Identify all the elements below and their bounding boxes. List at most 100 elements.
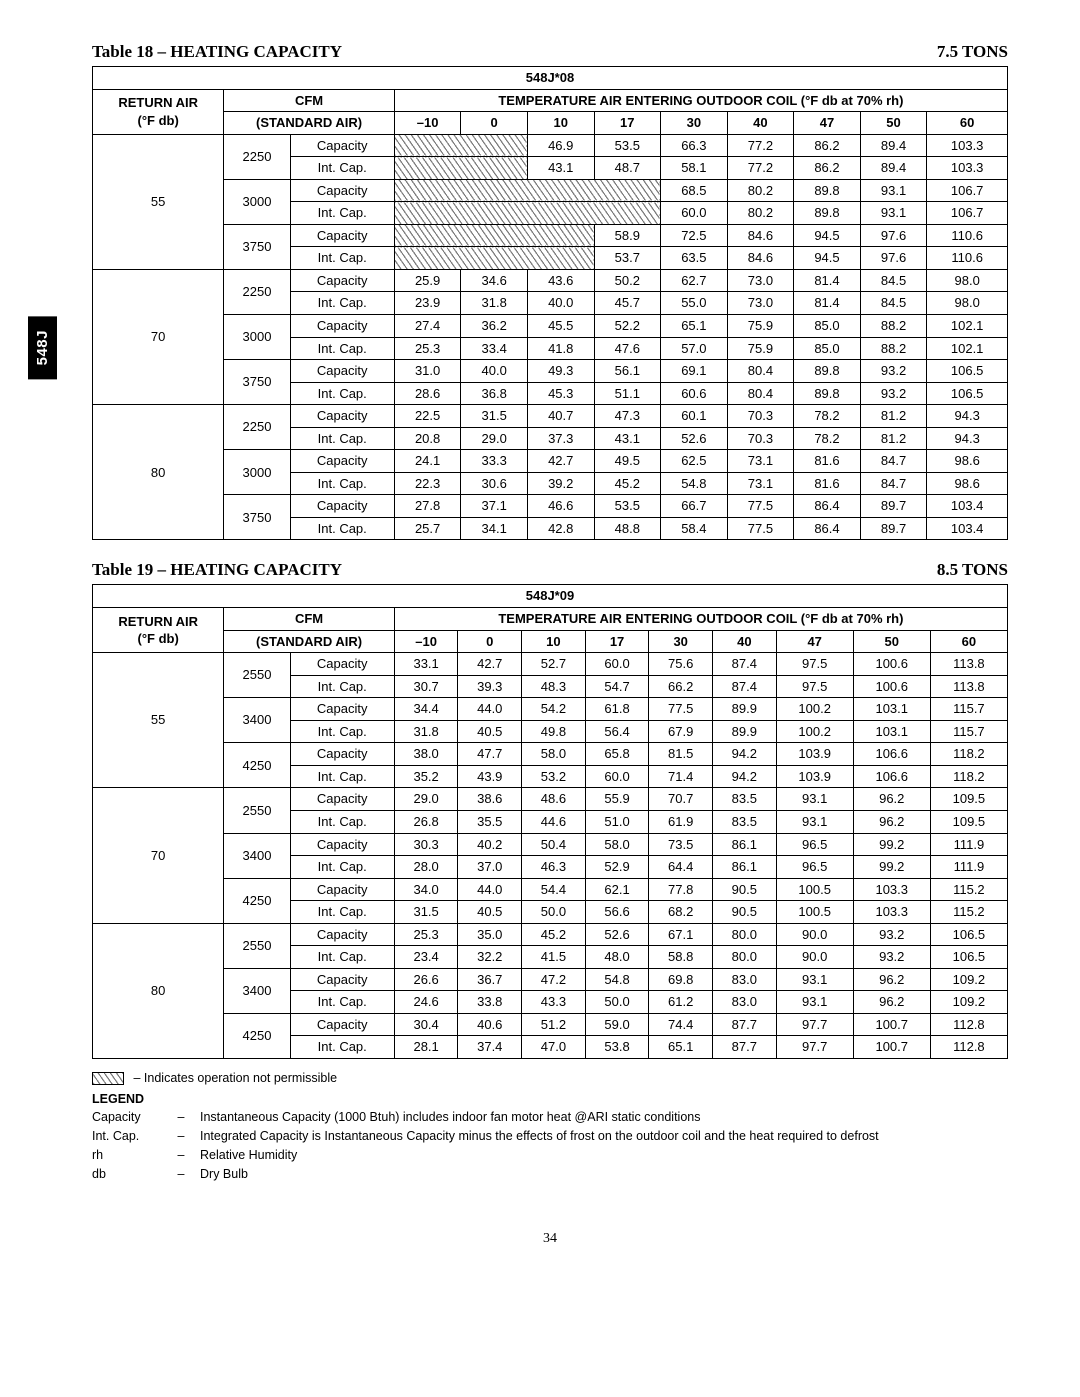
value-cell: 44.6 [522,810,586,833]
model-header: 548J*08 [93,67,1008,90]
value-cell: 32.2 [458,946,522,969]
value-cell: 77.5 [727,495,794,518]
value-cell: 37.1 [461,495,528,518]
row-type-cell: Int. Cap. [290,427,394,450]
temp-col: 10 [527,112,594,135]
temp-col: 50 [853,630,930,653]
value-cell: 93.1 [860,202,927,225]
value-cell: 80.2 [727,202,794,225]
value-cell: 47.0 [522,1036,586,1059]
value-cell: 28.0 [394,856,458,879]
cfm-cell: 3400 [224,833,290,878]
row-type-cell: Capacity [290,179,394,202]
value-cell: 52.7 [522,653,586,676]
value-cell: 26.8 [394,810,458,833]
value-cell: 41.5 [522,946,586,969]
value-cell: 68.2 [649,901,713,924]
temp-col: 10 [522,630,586,653]
value-cell: 93.2 [853,923,930,946]
legend-key: Int. Cap. [92,1127,170,1146]
row-type-cell: Capacity [290,134,394,157]
legend-label: LEGEND [92,1090,1008,1109]
value-cell: 98.6 [927,472,1008,495]
value-cell: 62.7 [661,269,728,292]
value-cell: 56.1 [594,360,661,383]
value-cell: 29.0 [461,427,528,450]
row-type-cell: Capacity [290,653,394,676]
value-cell: 46.6 [527,495,594,518]
value-cell: 67.1 [649,923,713,946]
cfm-header: CFM [224,89,395,112]
value-cell: 39.3 [458,675,522,698]
value-cell: 52.6 [585,923,649,946]
value-cell: 27.8 [394,495,461,518]
value-cell: 52.6 [661,427,728,450]
value-cell: 31.5 [394,901,458,924]
row-type-cell: Int. Cap. [290,856,394,879]
table-row: 802250Capacity22.531.540.747.360.170.378… [93,405,1008,428]
table-row: 3750Capacity27.837.146.653.566.777.586.4… [93,495,1008,518]
value-cell: 25.3 [394,923,458,946]
value-cell: 47.6 [594,337,661,360]
row-type-cell: Capacity [290,450,394,473]
value-cell: 103.1 [853,698,930,721]
value-cell: 89.7 [860,495,927,518]
value-cell: 56.4 [585,720,649,743]
hatch-note-row: – Indicates operation not permissible [92,1069,1008,1088]
value-cell: 44.0 [458,698,522,721]
value-cell: 58.4 [661,517,728,540]
value-cell: 106.6 [853,743,930,766]
legend-val: Dry Bulb [192,1165,1008,1184]
value-cell: 40.0 [527,292,594,315]
value-cell: 46.3 [522,856,586,879]
row-type-cell: Int. Cap. [290,382,394,405]
value-cell: 90.5 [713,878,777,901]
value-cell: 89.7 [860,517,927,540]
value-cell: 58.9 [594,224,661,247]
value-cell: 90.5 [713,901,777,924]
value-cell: 96.2 [853,810,930,833]
value-cell: 88.2 [860,337,927,360]
temp-col: 0 [461,112,528,135]
value-cell: 54.7 [585,675,649,698]
value-cell: 43.1 [594,427,661,450]
value-cell: 78.2 [794,427,861,450]
value-cell: 100.7 [853,1036,930,1059]
value-cell: 55.9 [585,788,649,811]
value-cell: 50.2 [594,269,661,292]
value-cell: 86.2 [794,157,861,180]
cfm-cell: 3750 [224,360,290,405]
row-type-cell: Capacity [290,743,394,766]
temp-col: 60 [930,630,1007,653]
value-cell: 106.5 [927,360,1008,383]
value-cell: 81.5 [649,743,713,766]
value-cell: 60.0 [585,765,649,788]
value-cell: 30.4 [394,1013,458,1036]
capacity-table: 548J*09RETURN AIR(°F db)CFMTEMPERATURE A… [92,584,1008,1058]
value-cell: 66.2 [649,675,713,698]
value-cell: 103.3 [927,134,1008,157]
value-cell: 110.6 [927,224,1008,247]
legend-key: rh [92,1146,170,1165]
value-cell: 88.2 [860,315,927,338]
value-cell: 99.2 [853,833,930,856]
value-cell: 96.5 [776,856,853,879]
value-cell: 77.8 [649,878,713,901]
value-cell: 87.4 [713,653,777,676]
value-cell: 94.5 [794,247,861,270]
row-type-cell: Int. Cap. [290,946,394,969]
value-cell: 75.9 [727,315,794,338]
value-cell: 84.5 [860,292,927,315]
value-cell: 112.8 [930,1013,1007,1036]
value-cell: 83.5 [713,788,777,811]
row-type-cell: Capacity [290,923,394,946]
row-type-cell: Int. Cap. [290,292,394,315]
table-row: 702550Capacity29.038.648.655.970.783.593… [93,788,1008,811]
value-cell: 22.3 [394,472,461,495]
value-cell: 109.5 [930,810,1007,833]
value-cell: 87.7 [713,1013,777,1036]
cfm-cell: 2250 [224,405,290,450]
value-cell: 47.2 [522,968,586,991]
value-cell: 64.4 [649,856,713,879]
value-cell: 106.5 [930,946,1007,969]
